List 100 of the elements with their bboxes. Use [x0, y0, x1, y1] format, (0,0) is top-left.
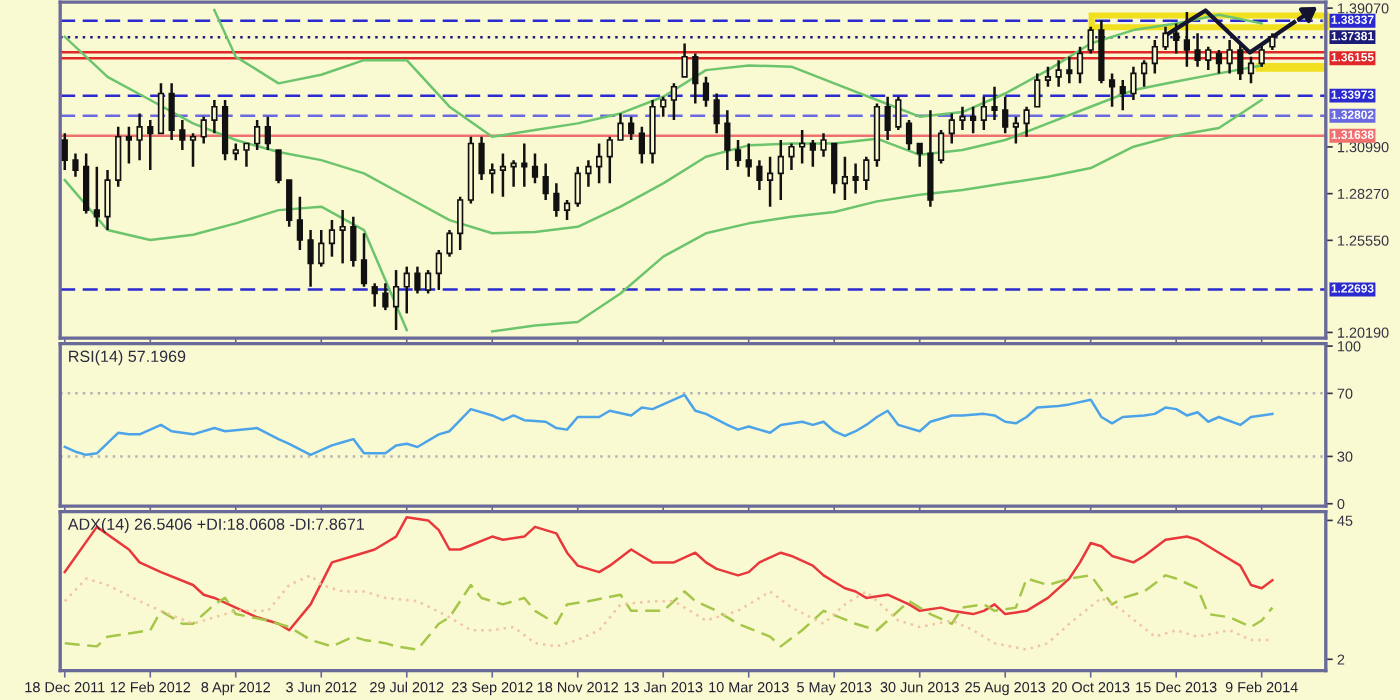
candlestick [1151, 38, 1158, 75]
candlestick [1023, 105, 1030, 139]
candlestick [1141, 58, 1148, 89]
candlestick [1173, 22, 1180, 55]
candlestick [542, 162, 549, 202]
candlestick [948, 112, 955, 145]
candlestick [83, 152, 90, 215]
candlestick [713, 92, 720, 135]
candlestick [1087, 25, 1094, 55]
candlestick [970, 105, 977, 135]
candlestick [286, 178, 293, 229]
candlestick [574, 165, 581, 208]
candlestick [424, 268, 432, 295]
candlestick [638, 125, 645, 165]
candlestick [1066, 55, 1073, 85]
candlestick [1226, 38, 1233, 75]
chart-title: ADX(14) 26.5406 +DI:18.0608 -DI:7.8671 [67, 518, 364, 534]
candlestick [125, 125, 133, 165]
candlestick [628, 115, 635, 142]
candlestick [734, 138, 742, 168]
candlestick [1012, 115, 1020, 145]
candlestick [756, 158, 763, 192]
candlestick [360, 232, 368, 288]
candlestick [457, 195, 464, 252]
candlestick [211, 98, 218, 135]
candlestick [104, 168, 111, 232]
candlestick [1162, 25, 1169, 52]
candlestick [61, 132, 68, 172]
candlestick [318, 228, 325, 268]
candlestick [660, 95, 667, 118]
candlestick [1183, 10, 1190, 68]
candlestick [1215, 48, 1223, 75]
candlestick [1258, 42, 1265, 68]
candlestick [221, 98, 229, 162]
candlestick [777, 138, 784, 202]
candlestick [1194, 32, 1201, 68]
candlestick [275, 148, 282, 185]
candlestick [339, 208, 346, 265]
candlestick [831, 142, 838, 195]
candlestick [1034, 72, 1041, 108]
candlestick [350, 215, 357, 268]
candlestick [136, 112, 143, 162]
candlestick [200, 115, 207, 145]
candlestick [1108, 72, 1116, 108]
candlestick [489, 162, 496, 195]
candlestick [745, 142, 752, 179]
candlestick [1237, 42, 1244, 82]
candlestick [115, 125, 122, 189]
candlestick [264, 115, 271, 152]
line-series [213, 8, 1263, 139]
candlestick [446, 228, 453, 258]
candlestick [403, 265, 410, 315]
candlestick [93, 165, 100, 229]
candlestick [670, 82, 678, 122]
candlestick [1055, 58, 1062, 89]
candlestick [820, 132, 827, 158]
candlestick [1205, 45, 1212, 72]
candlestick [852, 162, 859, 195]
candlestick [991, 85, 998, 122]
candlestick [254, 118, 261, 152]
candlestick [157, 82, 165, 135]
chart-title: RSI(14) 57.1969 [69, 350, 186, 366]
candlestick [1130, 65, 1137, 102]
candlestick [799, 128, 806, 165]
candlestick [478, 135, 485, 182]
candlestick [531, 152, 539, 185]
candlestick [959, 105, 966, 132]
candlestick [788, 142, 795, 172]
candlestick [435, 248, 442, 292]
candlestick [414, 265, 421, 295]
candlestick [392, 268, 400, 332]
candlestick [724, 108, 731, 172]
candlestick [1076, 45, 1084, 85]
candlestick [72, 152, 79, 179]
candlestick [905, 118, 913, 152]
candlestick [585, 158, 592, 189]
candlestick [980, 95, 987, 132]
candlestick [1044, 65, 1052, 89]
candlestick [863, 155, 870, 192]
line-series [63, 515, 1274, 632]
candlestick [617, 112, 624, 142]
line-series [63, 574, 1274, 651]
candlestick [307, 228, 314, 288]
candlestick [702, 75, 710, 108]
candlestick [766, 155, 774, 208]
candlestick [553, 182, 560, 218]
candlestick [179, 118, 186, 152]
candlestick [681, 42, 688, 79]
candlestick [895, 95, 902, 132]
candlestick [147, 118, 154, 172]
candlestick [595, 142, 603, 185]
candlestick [510, 158, 517, 189]
candlestick [884, 95, 891, 142]
candlestick [563, 198, 571, 222]
candlestick [296, 195, 304, 252]
candlestick [841, 155, 849, 202]
candlestick [809, 138, 816, 168]
candlestick [927, 108, 934, 208]
candlestick [937, 128, 945, 165]
candlestick [382, 282, 389, 312]
